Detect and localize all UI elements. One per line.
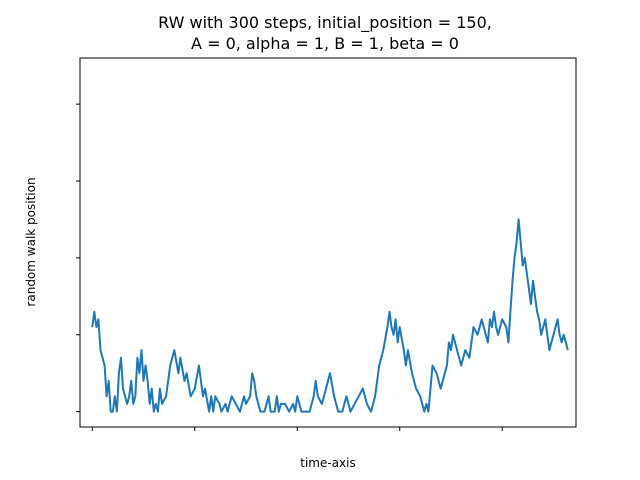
- chart-title-line1: RW with 300 steps, initial_position = 15…: [158, 13, 492, 33]
- series-line-0: [91, 218, 569, 413]
- chart-title-line2: A = 0, alpha = 1, B = 1, beta = 0: [191, 34, 459, 53]
- x-axis-ticks: [91, 427, 503, 431]
- y-axis-label: random walk position: [24, 177, 38, 306]
- plot-layer: [91, 218, 569, 413]
- y-axis-ticks: [76, 103, 80, 413]
- x-axis-label: time-axis: [300, 456, 355, 470]
- plot-frame: [79, 57, 577, 428]
